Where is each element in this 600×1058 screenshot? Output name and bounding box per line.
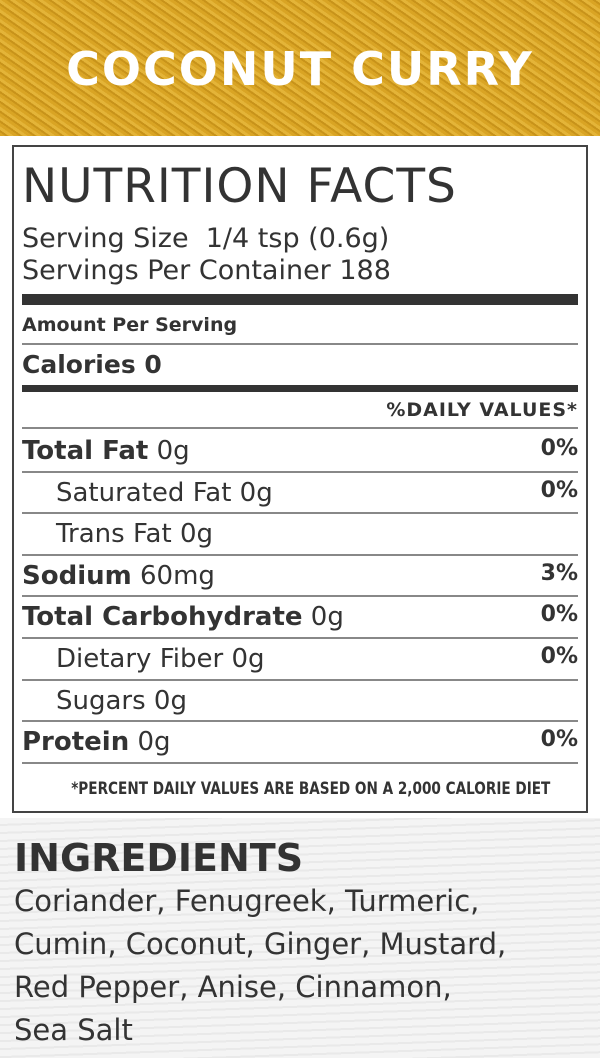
- nutrient-label: Total Fat: [22, 436, 149, 466]
- rule: [22, 637, 578, 639]
- rule: [22, 470, 578, 473]
- nutrient-amount: 0g: [179, 519, 213, 550]
- nutrient-label: Trans Fat: [56, 519, 172, 550]
- nutrient-row: Sugars 0g: [56, 686, 187, 716]
- ingredients-section: INGREDIENTS Coriander, Fenugreek, Turmer…: [0, 818, 600, 1058]
- rule: [22, 678, 578, 681]
- nutrition-title: NUTRITION FACTS: [22, 159, 457, 214]
- nutrient-row: Dietary Fiber 0g: [56, 644, 265, 674]
- nutrient-amount: 60mg: [139, 560, 215, 591]
- ingredient-line: Cumin, Coconut, Ginger, Mustard,: [14, 927, 507, 961]
- daily-value: 0%: [540, 644, 578, 669]
- nutrient-label: Total Carbohydrate: [22, 602, 303, 633]
- nutrient-label: Sodium: [22, 560, 132, 591]
- daily-value: 0%: [540, 477, 578, 503]
- rule: [22, 343, 578, 345]
- rule: [22, 720, 578, 723]
- servings-per-container: Servings Per Container 188: [22, 255, 391, 286]
- daily-value: 0%: [540, 436, 578, 461]
- rule: [22, 512, 578, 515]
- nutrient-amount: 0g: [156, 436, 190, 466]
- daily-value: 3%: [540, 560, 578, 586]
- amount-per-serving: Amount Per Serving: [22, 314, 238, 336]
- nutrient-amount: 0g: [310, 602, 344, 633]
- nutrient-row: Total Fat 0g: [22, 436, 190, 466]
- daily-value: 0%: [540, 727, 578, 753]
- nutrient-amount: 0g: [153, 685, 187, 716]
- banner-title: COCONUT CURRY: [66, 42, 534, 96]
- nutrient-label: Protein: [22, 727, 130, 758]
- rule: [22, 761, 578, 764]
- nutrient-amount: 0g: [231, 644, 265, 674]
- medium-rule: [22, 385, 578, 392]
- nutrient-label: Dietary Fiber: [56, 644, 224, 674]
- ingredient-line: Sea Salt: [14, 1013, 133, 1047]
- nutrient-label: Sugars: [56, 685, 146, 716]
- daily-values-header: %DAILY VALUES*: [386, 399, 578, 421]
- ingredient-line: Red Pepper, Anise, Cinnamon,: [14, 970, 452, 1004]
- serving-size: Serving Size 1/4 tsp (0.6g): [22, 223, 390, 254]
- nutrient-row: Saturated Fat 0g: [56, 478, 273, 508]
- ingredients-title: INGREDIENTS: [14, 836, 304, 880]
- ingredient-line: Coriander, Fenugreek, Turmeric,: [14, 884, 480, 918]
- nutrient-row: Trans Fat 0g: [56, 519, 213, 549]
- calories: Calories 0: [22, 350, 162, 379]
- nutrient-row: Protein 0g: [22, 727, 171, 757]
- footnote: *PERCENT DAILY VALUES ARE BASED ON A 2,0…: [71, 779, 551, 799]
- nutrient-label: Saturated Fat: [56, 477, 232, 508]
- thick-rule: [22, 294, 578, 305]
- nutrition-box: NUTRITION FACTS Serving Size 1/4 tsp (0.…: [12, 145, 588, 813]
- nutrient-row: Total Carbohydrate 0g: [22, 602, 344, 632]
- rule: [22, 427, 578, 429]
- nutrient-row: Sodium 60mg: [22, 561, 215, 591]
- rule: [22, 553, 578, 556]
- nutrient-amount: 0g: [239, 477, 273, 508]
- banner: COCONUT CURRY: [0, 0, 600, 136]
- nutrient-amount: 0g: [137, 727, 171, 758]
- rule: [22, 595, 578, 598]
- daily-value: 0%: [540, 602, 578, 628]
